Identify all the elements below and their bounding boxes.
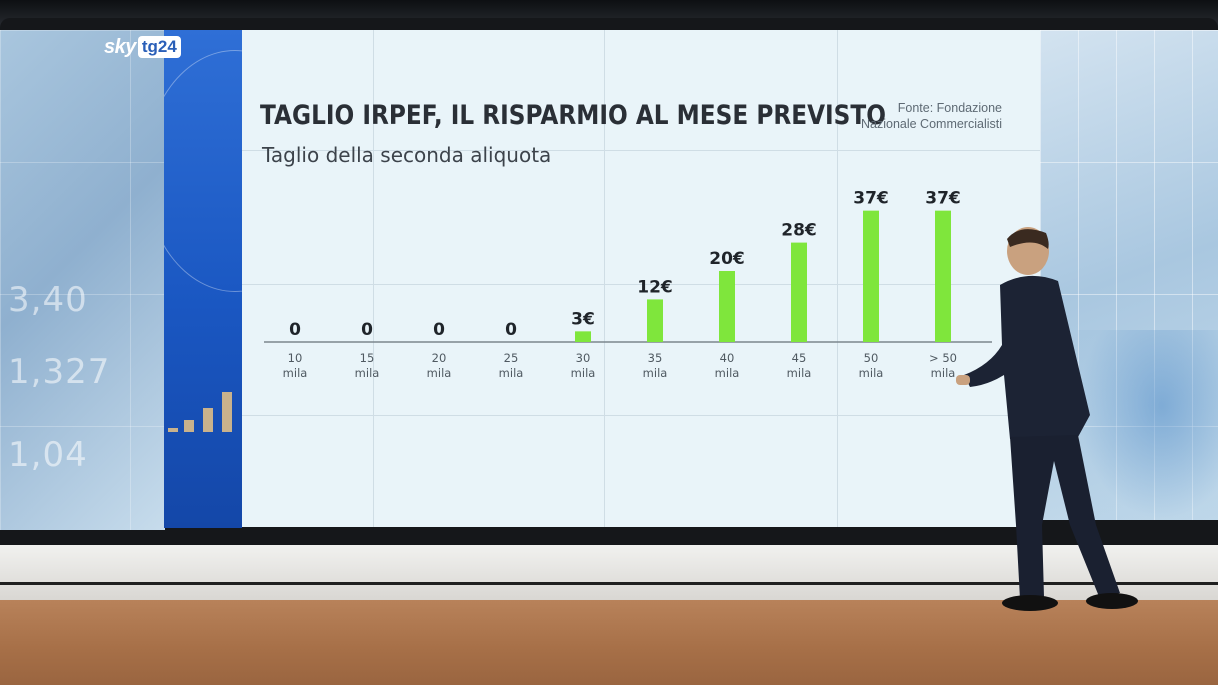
x-tick-unit: mila — [499, 366, 524, 380]
presenter-jacket — [964, 275, 1090, 439]
presenter-shoe — [1086, 593, 1138, 609]
presenter-figure — [956, 227, 1138, 611]
x-tick-label: 20 — [432, 351, 447, 365]
x-tick-label: 25 — [504, 351, 519, 365]
x-tick-label: 15 — [360, 351, 375, 365]
left-screen-grid — [0, 30, 165, 530]
x-tick-label: 50 — [864, 351, 879, 365]
panel-grid-line — [242, 150, 1040, 151]
x-tick-unit: mila — [571, 366, 596, 380]
left-background-screen: 3,40 1,327 1,04 — [0, 30, 165, 530]
blue-decor-strip — [164, 30, 242, 528]
left-screen-decor-number: 1,327 — [8, 352, 111, 392]
data-label: 12€ — [637, 277, 673, 297]
data-label: 20€ — [709, 249, 745, 269]
panel-grid-line — [837, 30, 838, 527]
bar — [791, 242, 807, 342]
left-screen-decor-number: 3,40 — [8, 280, 88, 320]
x-tick-unit: mila — [643, 366, 668, 380]
x-tick-label: 30 — [576, 351, 591, 365]
bar — [647, 299, 663, 342]
data-label: 0 — [505, 320, 517, 340]
data-label: 0 — [361, 320, 373, 340]
chart-source: Fonte: Fondazione Nazionale Commercialis… — [830, 100, 1002, 132]
chart-subtitle: Taglio della seconda aliquota — [262, 143, 552, 167]
panel-grid-line — [242, 284, 1040, 285]
presenter-shoe — [1002, 595, 1058, 611]
decor-arc — [164, 50, 242, 292]
bar — [863, 210, 879, 342]
chart-title: TAGLIO IRPEF, IL RISPARMIO AL MESE PREVI… — [260, 100, 886, 131]
x-tick-label: 45 — [792, 351, 807, 365]
data-label: 3€ — [571, 309, 595, 329]
studio-floor-edge — [0, 545, 1218, 600]
bar — [719, 271, 735, 342]
presenter-hand — [956, 375, 970, 385]
panel-grid-line — [242, 415, 1040, 416]
studio-floor-line — [0, 582, 1218, 585]
panel-grid-line — [604, 30, 605, 527]
data-label: 28€ — [781, 221, 817, 241]
logo-brand: sky — [104, 35, 136, 58]
presenter-hair — [1007, 229, 1049, 249]
coin-stack-decor — [1078, 330, 1218, 520]
decor-bar — [203, 408, 213, 432]
data-label: 37€ — [853, 189, 889, 209]
presenter-trousers — [1010, 435, 1120, 599]
x-tick-label: 40 — [720, 351, 735, 365]
bar — [575, 331, 591, 342]
panel-grid-line — [373, 30, 374, 527]
x-tick-unit: mila — [283, 366, 308, 380]
x-tick-unit: mila — [859, 366, 884, 380]
x-tick-unit: mila — [355, 366, 380, 380]
decor-bar — [184, 420, 194, 432]
data-label: 0 — [433, 320, 445, 340]
x-tick-unit: mila — [787, 366, 812, 380]
x-tick-unit: mila — [427, 366, 452, 380]
bar-chart: 010mila015mila020mila025mila3€30mila12€3… — [264, 189, 992, 380]
decor-bar — [222, 392, 232, 432]
data-label: 37€ — [925, 189, 961, 209]
x-tick-label: 10 — [288, 351, 303, 365]
sky-tg24-logo: sky tg24 — [104, 33, 181, 61]
source-line: Fonte: Fondazione — [897, 101, 1002, 115]
x-tick-unit: mila — [715, 366, 740, 380]
studio-floor — [0, 600, 1218, 685]
left-screen-decor-number: 1,04 — [8, 435, 88, 475]
x-tick-label: 35 — [648, 351, 663, 365]
logo-channel: tg24 — [137, 36, 181, 58]
source-line: Nazionale Commercialisti — [860, 117, 1002, 131]
data-label: 0 — [289, 320, 301, 340]
x-tick-unit: mila — [931, 366, 956, 380]
x-tick-label: > 50 — [929, 351, 957, 365]
bar — [935, 210, 951, 342]
decor-bar — [168, 428, 178, 432]
infographic-panel: TAGLIO IRPEF, IL RISPARMIO AL MESE PREVI… — [242, 30, 1040, 527]
